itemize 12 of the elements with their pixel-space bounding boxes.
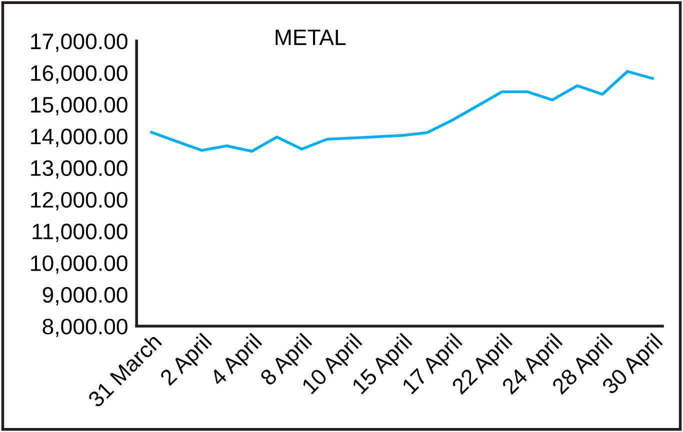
y-tick-label: 17,000.00 <box>31 34 128 52</box>
line-series <box>150 70 654 153</box>
y-tick-label: 15,000.00 <box>31 96 128 116</box>
y-tick-label: 13,000.00 <box>31 160 128 179</box>
y-tick-label: 11,000.00 <box>32 224 128 242</box>
y-tick-label: 8,000.00 <box>42 318 128 338</box>
y-tick-label: 12,000.00 <box>31 192 128 210</box>
y-tick-label: 9,000.00 <box>42 287 128 306</box>
y-tick-label: 16,000.00 <box>31 65 128 84</box>
y-tick-label: 14,000.00 <box>31 128 128 147</box>
chart-title: METAL <box>276 30 346 45</box>
y-tick-label: 10,000.00 <box>31 255 128 274</box>
